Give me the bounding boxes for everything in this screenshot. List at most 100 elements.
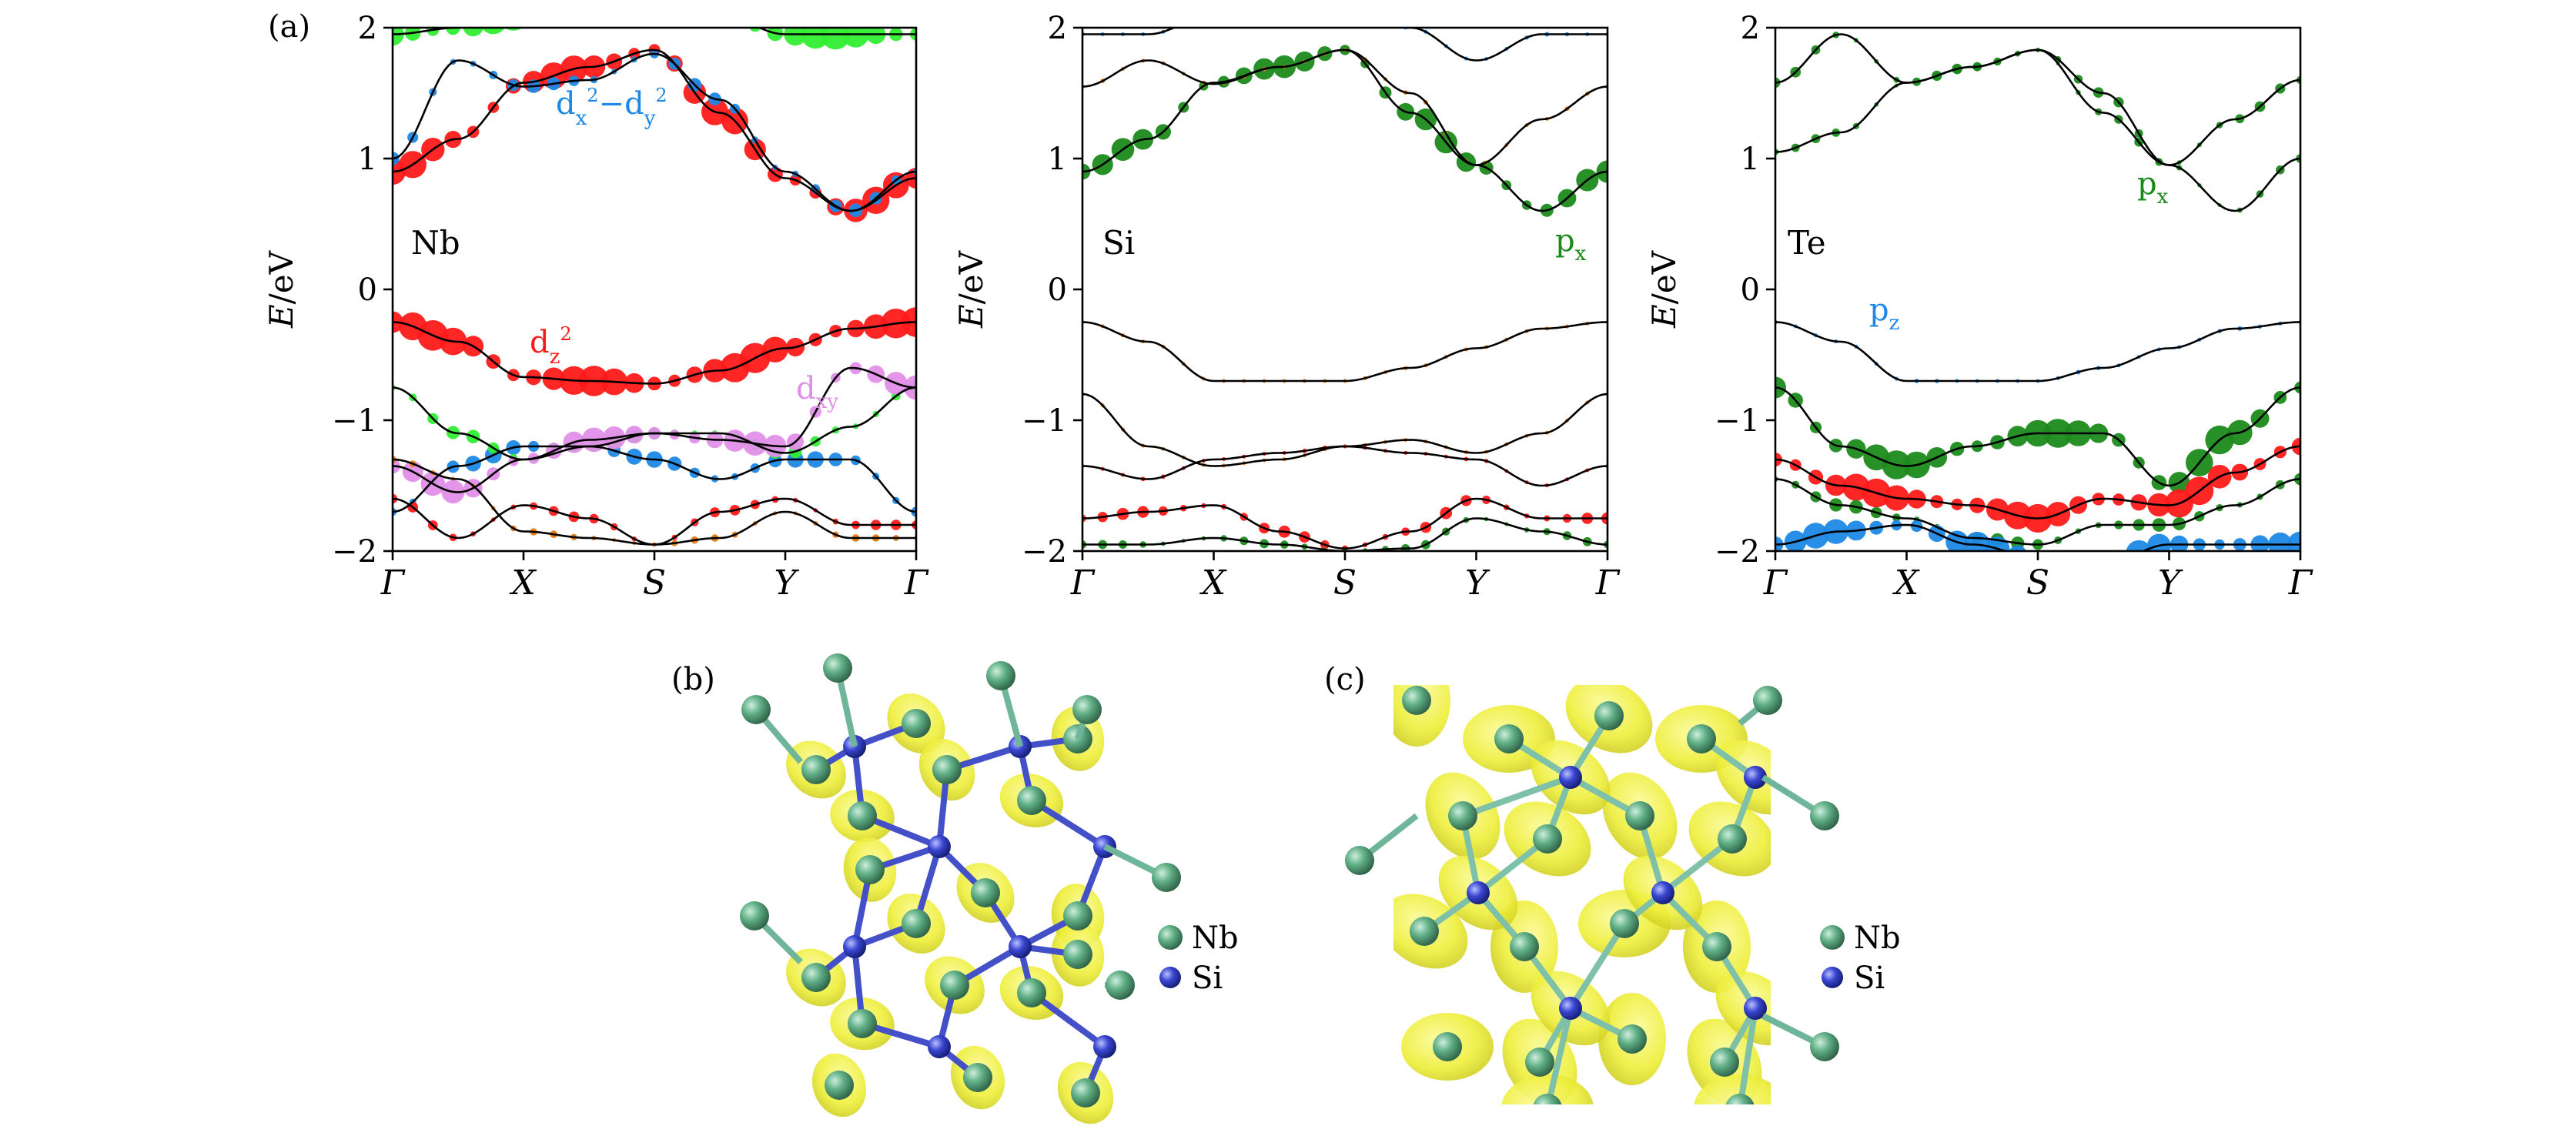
fat-band-point-nb-3-16: [704, 4, 725, 25]
legend-c: Nb Si: [1820, 920, 1901, 996]
band-line-te-0: [1775, 48, 2300, 212]
outer-nb-atom-c-1: [1810, 801, 1839, 830]
ytick-label-te-2: 0: [1741, 272, 1760, 308]
nb-atom-c-8: [1410, 917, 1439, 946]
nb-atom-b-4: [932, 755, 962, 784]
band-line-nb-8: [393, 458, 916, 546]
band-line-te-5: [1775, 478, 2300, 546]
outer-nb-atom-c-2: [1810, 1032, 1839, 1061]
structure-panel-b: Nb Si: [740, 653, 1239, 1124]
fat-band-nb-4: [393, 440, 916, 517]
fat-band-point-nb-3-23: [842, 28, 869, 48]
si-atom-c-4: [1559, 997, 1582, 1020]
fat-band-point-si-2-5: [1182, 22, 1186, 25]
band-line-te-3: [1775, 386, 2300, 487]
panel-label-a: (a): [268, 9, 310, 45]
xtick-label-nb-0: Γ: [380, 563, 406, 603]
xtick-label-si-4: Γ: [1595, 563, 1621, 603]
legend-b: Nb Si: [1158, 920, 1239, 996]
fat-band-point-si-2-7: [1222, 12, 1226, 16]
bond-c-8: [1475, 836, 1551, 896]
fat-band-point-nb-3-24: [866, 28, 886, 45]
nb-atom-b-13: [940, 971, 969, 1000]
ytick-label-si-2: 0: [1048, 272, 1067, 308]
fat-band-point-te-6-12: [2009, 545, 2027, 551]
fat-band-si-6: [1082, 495, 1607, 551]
annotation-dz2: dz2: [530, 323, 572, 369]
fat-band-nb-3: [393, 0, 916, 50]
nb-atom-b-1: [902, 709, 931, 738]
axes-te: −2 −1 0 1 2 Γ X S Y Γ E/eV: [1645, 11, 2313, 603]
legend-c-si-label: Si: [1854, 961, 1885, 996]
fat-band-point-te-6-25: [2268, 532, 2293, 551]
xtick-label-nb-2: S: [643, 563, 666, 603]
fat-band-point-si-2-14: [1363, 5, 1367, 9]
bond-b-25: [1029, 990, 1108, 1050]
fat-band-te-1: [1775, 32, 2300, 165]
xtick-label-te-2: S: [2026, 563, 2049, 603]
nb-atom-b-6: [855, 855, 885, 884]
atoms-c: [1402, 686, 1767, 1104]
nb-atom-c-9: [1510, 932, 1539, 961]
nb-atom-c-6: [1625, 801, 1654, 830]
si-atom-b-4: [843, 935, 866, 958]
fat-band-point-te-6-9: [1945, 530, 1969, 551]
atom-label-si: Si: [1102, 224, 1135, 262]
annotation-px-te: px: [2137, 166, 2169, 209]
band-line-nb-7: [393, 497, 916, 546]
fat-band-point-nb-3-17: [728, 10, 741, 24]
band-line-si-6: [1082, 497, 1607, 550]
nb-atom-b-11: [1017, 978, 1046, 1007]
band-line-si-3: [1082, 321, 1607, 383]
ytick-label-te-1: −1: [1715, 403, 1760, 439]
nb-atom-c-15: [1710, 1047, 1739, 1077]
structure-panel-c: Nb Si: [1345, 685, 1901, 1104]
annotation-px-si: px: [1555, 223, 1587, 266]
legend-c-nb-marker: [1820, 925, 1845, 950]
fat-band-point-si-2-15: [1383, 17, 1388, 22]
xtick-label-te-1: X: [1892, 563, 1920, 603]
fat-band-point-nb-3-18: [749, 28, 761, 32]
band-line-nb-3: [393, 28, 916, 35]
nb-atom-b-9: [801, 963, 831, 992]
ytick-label-si-4: 2: [1048, 11, 1067, 46]
band-line-nb-4: [393, 445, 916, 513]
outer-nb-atoms-c: [1345, 686, 1839, 1061]
outer-nb-atom-b-0: [823, 653, 852, 683]
fat-band-point-si-2-12: [1323, 0, 1326, 4]
annotation-dx2-dy2: dx2−dy2: [556, 85, 667, 130]
fat-band-point-te-6-14: [2053, 554, 2063, 564]
band-panel-si: −2 −1 0 1 2 Γ X S Y Γ E/eV Si px: [952, 0, 1621, 603]
fat-band-point-nb-3-15: [681, 0, 708, 24]
legend-b-nb-marker: [1158, 925, 1183, 950]
ytick-label-nb-0: −2: [332, 534, 377, 570]
fat-band-point-nb-3-19: [767, 28, 784, 42]
legend-b-si-marker: [1159, 967, 1181, 988]
panel-label-b: (b): [671, 662, 715, 697]
isosurface-lobe-c-16: [1501, 1074, 1594, 1104]
ytick-label-si-1: −1: [1022, 403, 1067, 439]
fat-bands-nb: [393, 0, 916, 547]
nb-atom-c-7: [1718, 824, 1747, 854]
band-line-te-2: [1775, 321, 2300, 383]
band-line-si-5: [1082, 445, 1607, 487]
outer-nb-atom-b-5: [740, 901, 769, 931]
outer-nb-atom-b-2: [741, 695, 771, 724]
nb-atom-b-12: [848, 1009, 877, 1038]
si-atom-c-0: [1559, 766, 1582, 789]
fat-band-point-nb-3-10: [588, 0, 601, 8]
nb-atom-c-12: [1433, 1032, 1462, 1061]
si-atom-c-3: [1651, 881, 1674, 904]
nb-atom-c-4: [1448, 801, 1477, 830]
xtick-label-nb-3: Y: [774, 563, 799, 603]
outer-nb-atom-b-1: [986, 661, 1015, 690]
fat-band-point-nb-3-6: [504, 28, 523, 31]
band-line-nb-6: [393, 366, 916, 493]
fat-band-point-te-6-20: [2170, 535, 2189, 551]
ytick-label-te-0: −2: [1715, 534, 1760, 570]
nb-atom-c-14: [1618, 1024, 1647, 1054]
bond-c-22: [1737, 1005, 1758, 1104]
band-line-si-4: [1082, 393, 1607, 467]
fat-band-nb-5: [393, 381, 916, 463]
xtick-label-te-4: Γ: [2288, 563, 2313, 603]
